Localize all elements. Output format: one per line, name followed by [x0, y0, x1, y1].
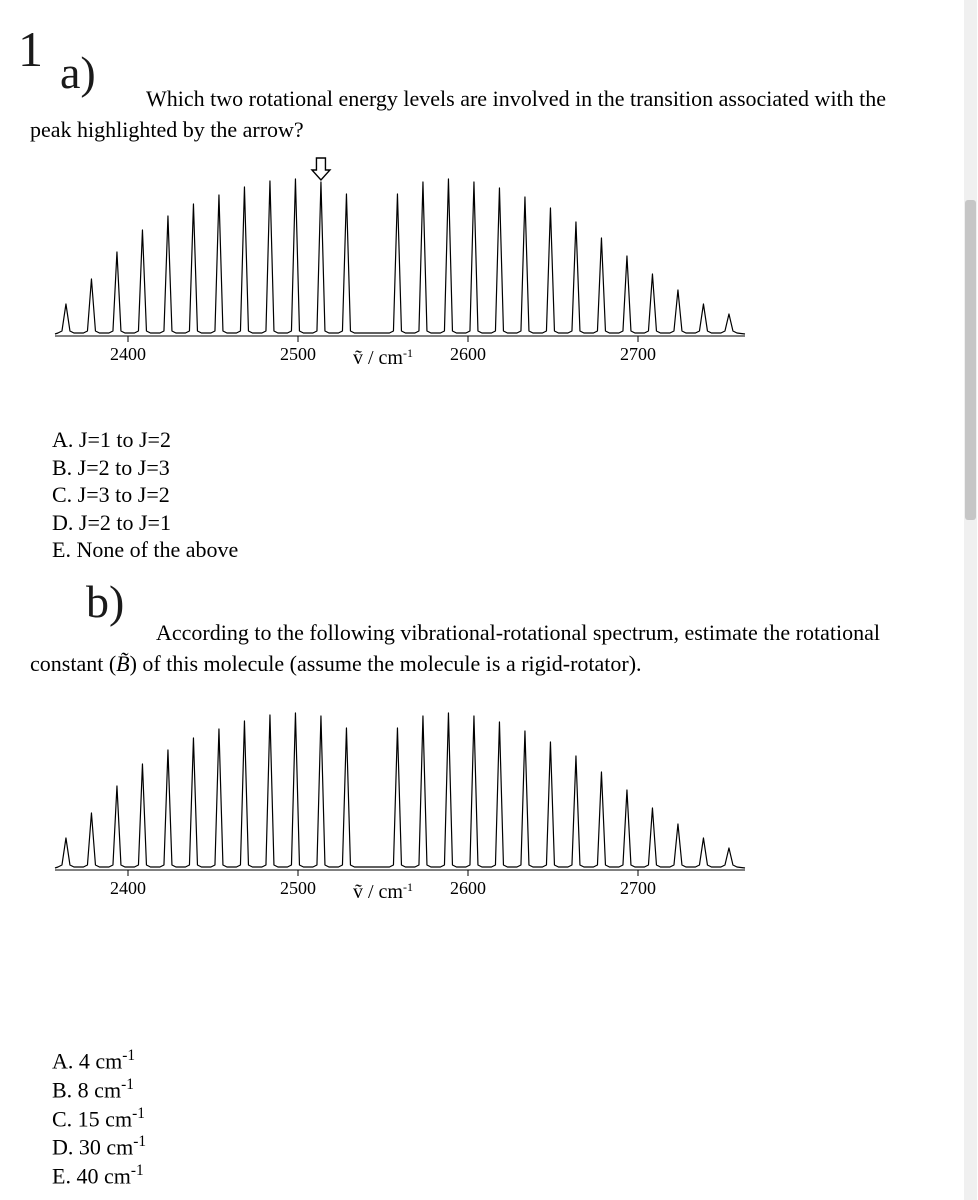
- question-b-btilde: B̃: [116, 651, 129, 676]
- option-b-2: C. 15 cm-1: [52, 1104, 146, 1133]
- svg-text:2500: 2500: [280, 344, 316, 364]
- option-b-0: A. 4 cm-1: [52, 1046, 146, 1075]
- option-a-2: C. J=3 to J=2: [52, 481, 238, 509]
- arrow-indicator-icon: [312, 158, 330, 180]
- scrollbar-thumb[interactable]: [965, 200, 976, 520]
- spectrum-a-svg: 2400 2500 2600 2700 ṽ / cm-1: [40, 156, 760, 416]
- svg-text:2500: 2500: [280, 878, 316, 898]
- option-b-3: D. 30 cm-1: [52, 1132, 146, 1161]
- option-a-0: A. J=1 to J=2: [52, 426, 238, 454]
- scrollbar-track[interactable]: [964, 0, 977, 1200]
- question-b-rest-suffix: ) of this molecule (assume the molecule …: [130, 651, 642, 676]
- question-a-lead: Which two rotational energy levels are i…: [146, 86, 886, 111]
- spectrum-a: 2400 2500 2600 2700 ṽ / cm-1: [40, 156, 760, 421]
- question-b-lead: According to the following vibrational-r…: [156, 620, 880, 645]
- option-a-4: E. None of the above: [52, 536, 238, 564]
- page: 1 a) Which two rotational energy levels …: [0, 0, 978, 1200]
- svg-text:2400: 2400: [110, 878, 146, 898]
- option-b-1: B. 8 cm-1: [52, 1075, 146, 1104]
- svg-text:ṽ / cm-1: ṽ / cm-1: [353, 346, 413, 369]
- svg-text:2600: 2600: [450, 878, 486, 898]
- svg-text:ṽ / cm-1: ṽ / cm-1: [353, 880, 413, 903]
- question-a-rest: peak highlighted by the arrow?: [30, 117, 304, 142]
- options-a: A. J=1 to J=2 B. J=2 to J=3 C. J=3 to J=…: [52, 426, 238, 564]
- question-b-text: According to the following vibrational-r…: [30, 618, 950, 680]
- svg-text:2400: 2400: [110, 344, 146, 364]
- option-b-4: E. 40 cm-1: [52, 1161, 146, 1190]
- spectrum-b: 2400 2500 2600 2700 ṽ / cm-1: [40, 690, 760, 955]
- option-a-1: B. J=2 to J=3: [52, 454, 238, 482]
- question-b-rest-prefix: constant (: [30, 651, 116, 676]
- svg-text:2600: 2600: [450, 344, 486, 364]
- question-a-text: Which two rotational energy levels are i…: [30, 84, 950, 146]
- option-a-3: D. J=2 to J=1: [52, 509, 238, 537]
- svg-text:2700: 2700: [620, 878, 656, 898]
- options-b: A. 4 cm-1 B. 8 cm-1 C. 15 cm-1 D. 30 cm-…: [52, 1046, 146, 1190]
- spectrum-b-svg: 2400 2500 2600 2700 ṽ / cm-1: [40, 690, 760, 950]
- handwritten-one: 1: [18, 20, 43, 78]
- svg-text:2700: 2700: [620, 344, 656, 364]
